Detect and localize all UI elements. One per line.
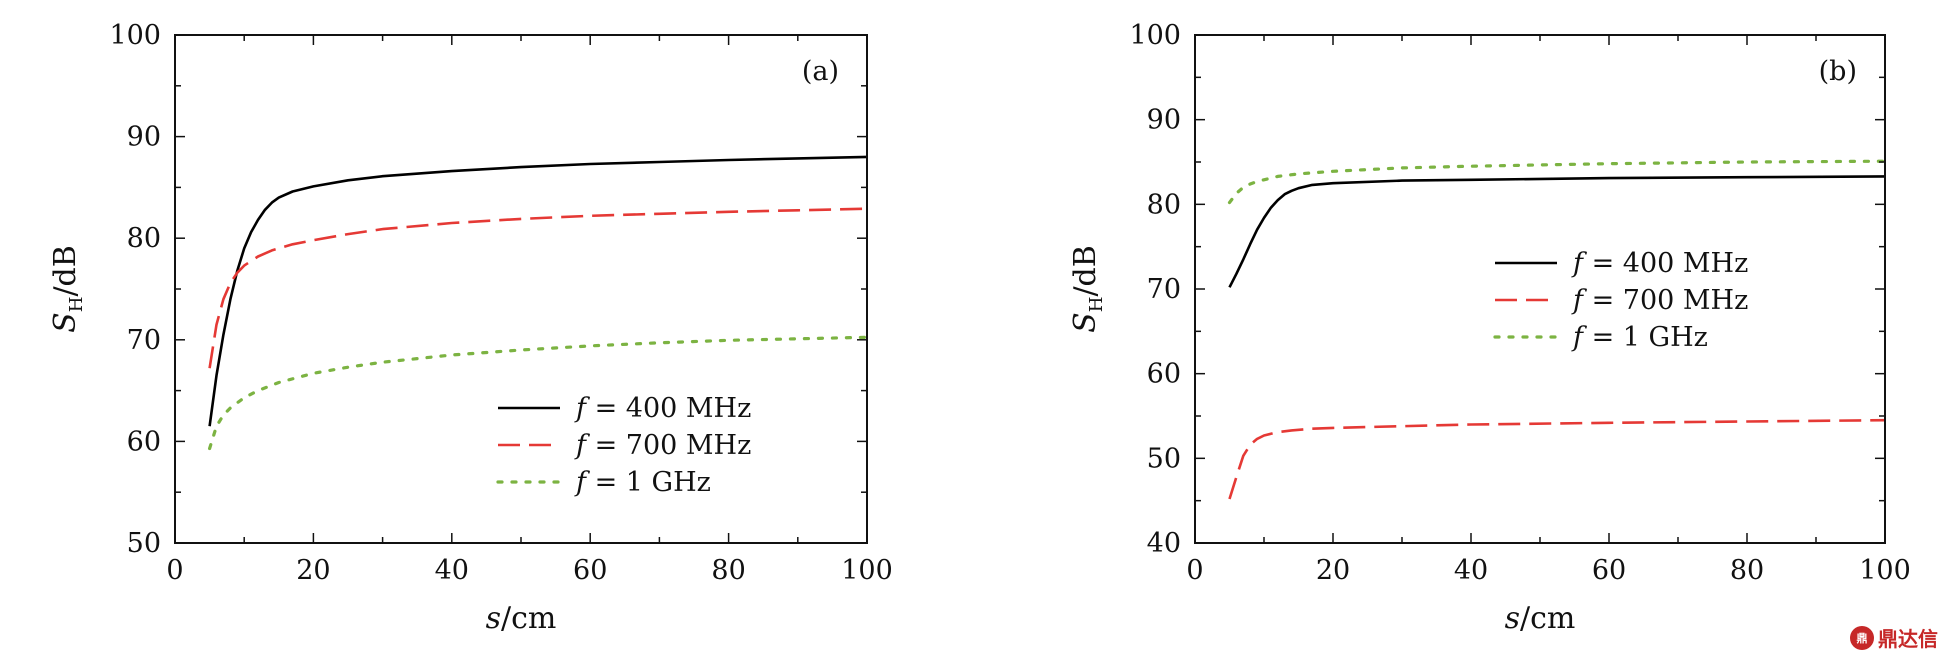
y-tick-label: 60 (1147, 359, 1181, 390)
watermark: 鼎 鼎达信 (1850, 623, 1938, 652)
x-tick-label: 40 (435, 555, 469, 586)
legend-label: f = 700 MHz (1571, 285, 1748, 316)
legend-label: f = 400 MHz (1571, 248, 1748, 279)
legend-label: f = 1 GHz (574, 467, 711, 498)
x-tick-label: 40 (1454, 555, 1488, 586)
series-line-2 (208, 207, 867, 369)
chart-panel-b: 0 20 40 60 80 100 40 50 60 70 80 90 100 s/cm SH/dB (b) f… (1068, 20, 1911, 636)
x-tick-label: 100 (1859, 555, 1911, 586)
y-axis-label: SH/dB (1068, 245, 1107, 333)
y-tick-label: 50 (127, 528, 161, 559)
chart-panel-a: 0 20 40 60 80 100 50 60 70 80 90 100 s/cm SH/dB (a) f =… (48, 20, 893, 636)
series-line-3 (1227, 159, 1885, 205)
x-tick-label: 60 (1592, 555, 1626, 586)
y-tick-label: 50 (1147, 443, 1181, 474)
legend-label: f = 1 GHz (1571, 322, 1708, 353)
legend: f = 400 MHz f = 700 MHz f = 1 GHz (496, 393, 751, 498)
x-tick-label: 100 (841, 555, 893, 586)
x-tick-label: 20 (296, 555, 330, 586)
watermark-text: 鼎达信 (1878, 627, 1938, 651)
y-tick-label: 90 (1147, 105, 1181, 136)
panel-label: (a) (802, 56, 839, 87)
x-tick-label: 60 (573, 555, 607, 586)
legend: f = 400 MHz f = 700 MHz f = 1 GHz (1493, 248, 1748, 353)
y-axis-label: SH/dB (48, 245, 87, 333)
x-tick-label: 80 (711, 555, 745, 586)
series-line-2 (1228, 418, 1885, 500)
series-line-1 (208, 155, 867, 427)
y-tick-label: 40 (1147, 528, 1181, 559)
panel-label: (b) (1819, 56, 1857, 87)
y-tick-label: 70 (127, 325, 161, 356)
legend-label: f = 700 MHz (574, 430, 751, 461)
plot-frame (1194, 34, 1886, 544)
x-tick-label: 20 (1316, 555, 1350, 586)
y-tick-label: 100 (109, 20, 161, 51)
series-line-3 (208, 335, 867, 451)
legend-label: f = 400 MHz (574, 393, 751, 424)
y-tick-label: 70 (1147, 274, 1181, 305)
x-tick-label: 0 (1186, 555, 1203, 586)
series-line-1 (1228, 175, 1885, 288)
x-axis-label: s/cm (1505, 601, 1576, 636)
y-tick-label: 60 (127, 426, 161, 457)
x-tick-label: 80 (1730, 555, 1764, 586)
plot-frame (174, 34, 868, 544)
y-tick-label: 80 (127, 223, 161, 254)
y-tick-label: 100 (1129, 20, 1181, 51)
y-tick-label: 90 (127, 122, 161, 153)
x-tick-label: 0 (166, 555, 183, 586)
y-tick-label: 80 (1147, 189, 1181, 220)
x-axis-label: s/cm (486, 601, 557, 636)
watermark-logo-icon: 鼎 (1850, 625, 1874, 650)
